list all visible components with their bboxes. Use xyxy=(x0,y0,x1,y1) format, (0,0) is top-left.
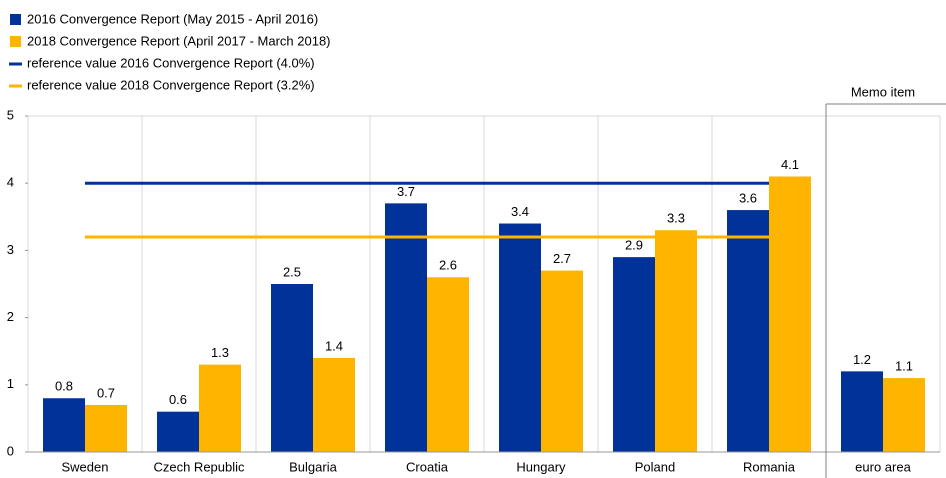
data-label: 2.6 xyxy=(439,258,457,273)
bar xyxy=(199,364,241,452)
data-label: 3.7 xyxy=(397,184,415,199)
legend-label: 2016 Convergence Report (May 2015 - Apri… xyxy=(27,11,318,26)
data-label: 3.3 xyxy=(667,211,685,226)
bar xyxy=(385,203,427,452)
x-tick-label: Romania xyxy=(743,459,796,474)
legend-label: reference value 2016 Convergence Report … xyxy=(27,55,315,70)
legend-label: reference value 2018 Convergence Report … xyxy=(27,77,315,92)
bar xyxy=(43,398,85,452)
bar xyxy=(769,176,811,453)
bar xyxy=(883,378,925,452)
bar xyxy=(541,270,583,452)
x-tick-label: Poland xyxy=(635,459,675,474)
data-label: 2.9 xyxy=(625,238,643,253)
bar xyxy=(499,223,541,452)
memo-label: Memo item xyxy=(851,84,915,99)
x-tick-label: euro area xyxy=(855,459,911,474)
data-label: 2.7 xyxy=(553,251,571,266)
bar xyxy=(313,357,355,452)
y-tick-label: 5 xyxy=(7,107,14,122)
bar xyxy=(157,411,199,452)
bar xyxy=(271,284,313,452)
x-tick-label: Czech Republic xyxy=(153,459,245,474)
bar xyxy=(655,230,697,452)
bar xyxy=(427,277,469,452)
legend-label: 2018 Convergence Report (April 2017 - Ma… xyxy=(27,33,331,48)
bar xyxy=(727,210,769,452)
data-label: 1.1 xyxy=(895,359,913,374)
x-tick-label: Hungary xyxy=(516,459,566,474)
data-label: 4.1 xyxy=(781,157,799,172)
bar xyxy=(613,257,655,452)
y-tick-label: 3 xyxy=(7,242,14,257)
data-label: 2.5 xyxy=(283,264,301,279)
legend-swatch xyxy=(10,14,21,25)
y-tick-label: 2 xyxy=(7,309,14,324)
data-label: 0.7 xyxy=(97,385,115,400)
data-label: 0.8 xyxy=(55,379,73,394)
data-label: 1.2 xyxy=(853,352,871,367)
data-label: 0.6 xyxy=(169,392,187,407)
bar xyxy=(85,404,127,452)
bar xyxy=(841,371,883,452)
y-tick-label: 1 xyxy=(7,376,14,391)
y-tick-label: 4 xyxy=(7,175,14,190)
x-tick-label: Sweden xyxy=(62,459,109,474)
data-label: 3.4 xyxy=(511,204,529,219)
x-tick-label: Bulgaria xyxy=(289,459,337,474)
data-label: 1.3 xyxy=(211,345,229,360)
y-tick-label: 0 xyxy=(7,443,14,458)
x-tick-label: Croatia xyxy=(406,459,449,474)
data-label: 1.4 xyxy=(325,338,343,353)
data-label: 3.6 xyxy=(739,191,757,206)
legend-swatch xyxy=(10,36,21,47)
